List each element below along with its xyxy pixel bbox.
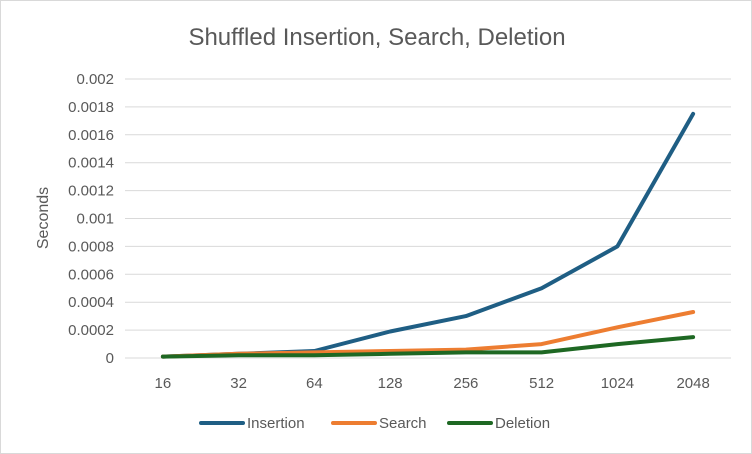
legend-item-insertion[interactable]: Insertion <box>199 415 305 432</box>
series-line-search <box>160 310 696 359</box>
y-tick-label: 0.001 <box>76 211 114 228</box>
y-tick-label: 0.0006 <box>68 266 114 283</box>
y-tick-label: 0.0018 <box>68 99 114 116</box>
legend-label: Deletion <box>495 415 550 432</box>
y-tick-label: 0.0002 <box>68 322 114 339</box>
y-tick-label: 0.0014 <box>68 155 114 172</box>
series-line-deletion <box>160 335 696 359</box>
y-tick-label: 0 <box>106 350 114 367</box>
legend-label: Search <box>379 415 427 432</box>
x-tick-label: 512 <box>529 375 554 392</box>
chart-title: Shuffled Insertion, Search, Deletion <box>188 24 565 51</box>
x-tick-label: 256 <box>453 375 478 392</box>
legend[interactable]: Insertion Search Deletion <box>199 415 550 432</box>
series-lines <box>160 111 696 359</box>
y-tick-label: 0.0004 <box>68 294 114 311</box>
x-tick-label: 2048 <box>676 375 709 392</box>
x-tick-label: 16 <box>155 375 172 392</box>
legend-label: Insertion <box>247 415 305 432</box>
gridlines <box>125 78 731 359</box>
y-tick-label: 0.0016 <box>68 127 114 144</box>
y-tick-label: 0.002 <box>76 71 114 88</box>
series-line-insertion <box>160 111 696 359</box>
legend-item-search[interactable]: Search <box>331 415 427 432</box>
y-tick-label: 0.0008 <box>68 238 114 255</box>
y-tick-label: 0.0012 <box>68 183 114 200</box>
x-tick-label: 128 <box>378 375 403 392</box>
x-tick-label: 64 <box>306 375 323 392</box>
y-axis-label: Seconds <box>35 187 52 249</box>
x-axis-ticks: 16 32 64 128 256 512 1024 2048 <box>155 375 710 392</box>
legend-item-deletion[interactable]: Deletion <box>447 415 550 432</box>
x-tick-label: 32 <box>230 375 247 392</box>
x-tick-label: 1024 <box>601 375 634 392</box>
y-axis-ticks: 0 0.0002 0.0004 0.0006 0.0008 0.001 0.0012 0.00… <box>68 71 114 367</box>
